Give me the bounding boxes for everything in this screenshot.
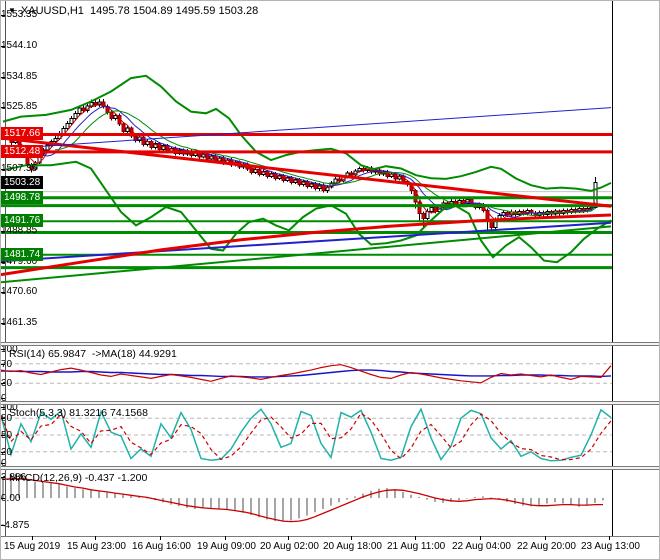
stoch-scale-label: 50 bbox=[1, 430, 13, 441]
stoch-panel-label: Stoch(5,3,3) 81.3216 74.1568 bbox=[9, 407, 148, 419]
stoch-scale-label: 80 bbox=[1, 413, 13, 424]
price-axis-label: 1507.35 bbox=[1, 163, 38, 174]
macd-scale-label: 3.886 bbox=[1, 472, 27, 483]
stoch-scale-label: 20 bbox=[1, 447, 13, 458]
price-axis-label: 1479.60 bbox=[1, 256, 38, 267]
price-axis-label: 1461.35 bbox=[1, 317, 38, 328]
symbol-dropdown-icon[interactable]: ▼ bbox=[8, 6, 16, 15]
ohlc-values: 1495.78 1504.89 1495.59 1503.28 bbox=[90, 5, 259, 17]
macd-scale-label: -4.875 bbox=[1, 520, 30, 531]
time-axis-tick bbox=[32, 536, 33, 540]
time-axis-tick bbox=[609, 536, 610, 540]
rsi-scale-tick bbox=[1, 398, 5, 399]
chart-left-border bbox=[5, 1, 6, 536]
price-level-badge: 1512.48 bbox=[1, 145, 44, 158]
price-axis-label: 1488.85 bbox=[1, 225, 38, 236]
price-axis-tick bbox=[1, 46, 5, 47]
time-axis-label: 22 Aug 20:00 bbox=[517, 541, 576, 552]
panel-separator[interactable] bbox=[1, 342, 659, 346]
time-axis-tick bbox=[95, 536, 96, 540]
rsi-scale-label: 30 bbox=[1, 378, 13, 389]
panel-separator[interactable] bbox=[1, 466, 659, 470]
rsi-scale-tick bbox=[1, 349, 5, 350]
macd-scale-tick bbox=[1, 498, 5, 499]
stoch-scale-tick bbox=[1, 463, 5, 464]
time-axis-tick bbox=[480, 536, 481, 540]
time-axis-label: 20 Aug 18:00 bbox=[323, 541, 382, 552]
time-axis-tick bbox=[545, 536, 546, 540]
price-level-badge: 1491.76 bbox=[1, 214, 44, 227]
price-axis-label: 1544.10 bbox=[1, 40, 38, 51]
channel-upper-ascending bbox=[1, 107, 612, 150]
price-axis[interactable] bbox=[612, 1, 659, 536]
time-axis-label: 21 Aug 11:00 bbox=[387, 541, 446, 552]
price-axis-label: 1553.35 bbox=[1, 9, 38, 20]
macd-scale-label: 0.00 bbox=[1, 493, 21, 504]
stoch-scale-tick bbox=[1, 452, 5, 453]
time-axis-label: 20 Aug 02:00 bbox=[260, 541, 319, 552]
main-price-chart-canvas[interactable] bbox=[1, 1, 660, 342]
price-level-badge: 1481.74 bbox=[1, 248, 44, 261]
macd-panel-label: MACD(12,26,9) -0.437 -1.200 bbox=[9, 472, 148, 484]
stoch-scale-tick bbox=[1, 407, 5, 408]
price-axis-tick bbox=[1, 107, 5, 108]
rsi-scale-tick bbox=[1, 383, 5, 384]
channel-lower-ascending bbox=[1, 221, 612, 263]
price-axis-tick bbox=[1, 292, 5, 293]
time-axis-tick bbox=[225, 536, 226, 540]
panel-separator[interactable] bbox=[1, 401, 659, 405]
macd-scale-tick bbox=[1, 477, 5, 478]
long-ma-rising-red bbox=[1, 213, 612, 277]
price-level-badge: 1503.28 bbox=[1, 176, 44, 189]
support-ascending-green bbox=[1, 225, 612, 284]
time-axis-label: 15 Aug 2019 bbox=[4, 541, 61, 552]
price-axis-tick bbox=[1, 231, 5, 232]
time-axis-border bbox=[1, 536, 659, 537]
time-axis-tick bbox=[160, 536, 161, 540]
time-axis-label: 19 Aug 09:00 bbox=[197, 541, 256, 552]
rsi-panel-label: RSI(14) 65.9847 ->MA(18) 44.9291 bbox=[9, 348, 177, 360]
price-axis-tick bbox=[1, 323, 5, 324]
candles-layer bbox=[5, 98, 598, 235]
price-axis-tick bbox=[1, 169, 5, 170]
stochastic-indicator-canvas[interactable] bbox=[1, 405, 660, 466]
macd-indicator-canvas[interactable] bbox=[1, 470, 660, 534]
price-axis-tick bbox=[1, 15, 5, 16]
price-axis-tick bbox=[1, 77, 5, 78]
price-level-badge: 1498.78 bbox=[1, 191, 44, 204]
stoch-scale-tick bbox=[1, 435, 5, 436]
price-axis-label: 1470.60 bbox=[1, 286, 38, 297]
time-axis-label: 23 Aug 13:00 bbox=[581, 541, 640, 552]
rsi-scale-label: 70 bbox=[1, 359, 13, 370]
stoch-scale-label: 100 bbox=[1, 402, 18, 413]
macd-scale-tick bbox=[1, 525, 5, 526]
price-axis-line bbox=[612, 1, 613, 536]
resistance-descending bbox=[1, 136, 612, 208]
time-axis-tick bbox=[351, 536, 352, 540]
time-axis-label: 16 Aug 16:00 bbox=[132, 541, 191, 552]
time-axis-label: 22 Aug 04:00 bbox=[452, 541, 511, 552]
rsi-scale-label: 100 bbox=[1, 344, 18, 355]
chart-title: ▼ XAUUSD,H1 1495.78 1504.89 1495.59 1503.… bbox=[8, 5, 258, 17]
time-axis-label: 15 Aug 23:00 bbox=[67, 541, 126, 552]
price-axis-label: 1525.85 bbox=[1, 101, 38, 112]
symbol-period-label: XAUUSD,H1 bbox=[20, 5, 84, 17]
price-axis-tick bbox=[1, 262, 5, 263]
price-axis-label: 1534.85 bbox=[1, 71, 38, 82]
stoch-scale-tick bbox=[1, 418, 5, 419]
rsi-scale-tick bbox=[1, 364, 5, 365]
rsi-indicator-canvas[interactable] bbox=[1, 346, 660, 401]
time-axis-tick bbox=[415, 536, 416, 540]
price-level-badge: 1517.66 bbox=[1, 127, 44, 140]
time-axis-tick bbox=[288, 536, 289, 540]
